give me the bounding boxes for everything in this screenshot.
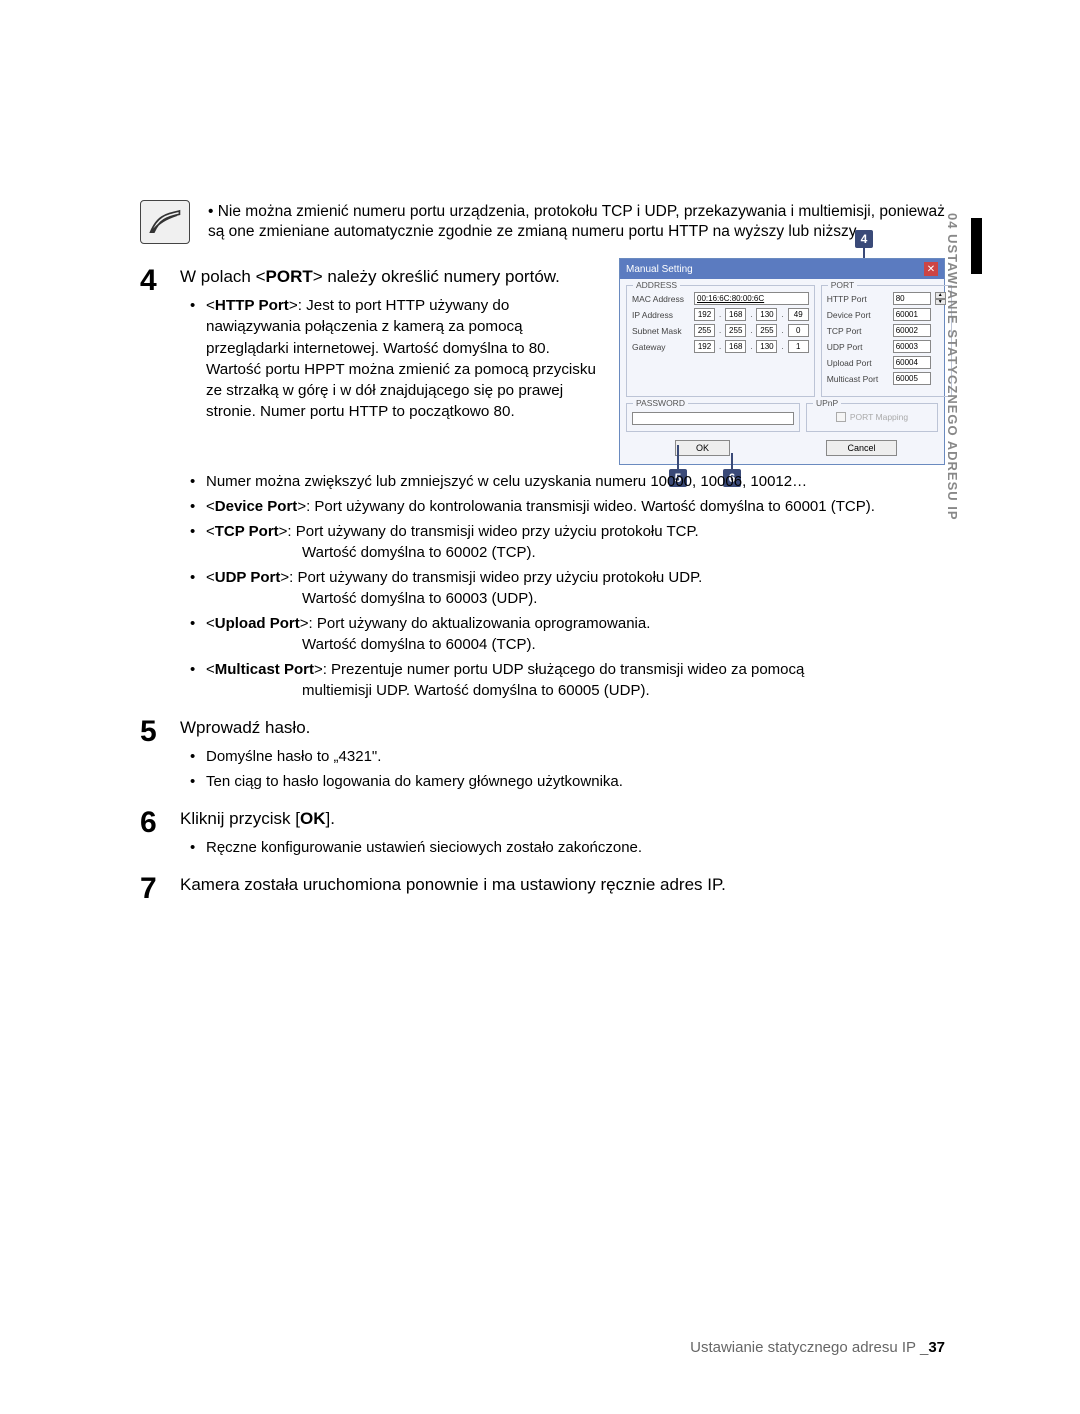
cancel-button[interactable]: Cancel [826, 440, 896, 456]
page-footer: Ustawianie statycznego adresu IP _37 [690, 1339, 945, 1356]
step-5-title: Wprowadź hasło. [180, 717, 945, 740]
tcp-port-bullet: <TCP Port>: Port używany do transmisji w… [206, 521, 945, 563]
step-6-title: Kliknij przycisk [OK]. [180, 808, 945, 831]
note-text: • Nie można zmienić numeru portu urządze… [208, 200, 945, 244]
callout-4: 4 [855, 230, 873, 248]
upload-port-bullet: <Upload Port>: Port używany do aktualizo… [206, 613, 945, 655]
step-4-number: 4 [140, 266, 168, 705]
ip-seg-1[interactable]: 192 [694, 308, 715, 321]
side-tab-marker [971, 218, 982, 274]
step-7-title: Kamera została uruchomiona ponownie i ma… [180, 874, 945, 897]
close-icon[interactable]: ✕ [924, 262, 938, 276]
manual-setting-dialog: Manual Setting ✕ ADDRESS MAC Address 00:… [619, 258, 945, 465]
address-legend: ADDRESS [633, 280, 680, 290]
password-input[interactable] [632, 412, 794, 425]
http-port-bullet: <HTTP Port>: Jest to port HTTP używany d… [206, 295, 605, 423]
dialog-title: Manual Setting [626, 264, 693, 275]
http-port-input[interactable]: 80 [893, 292, 931, 305]
device-port-bullet: <Device Port>: Port używany do kontrolow… [206, 496, 945, 517]
port-mapping-checkbox[interactable] [836, 412, 846, 422]
step-6-bullet-1: Ręczne konfigurowanie ustawień sieciowyc… [206, 837, 945, 858]
step-4-title: W polach <PORT> należy określić numery p… [180, 266, 605, 289]
ok-button[interactable]: OK [675, 440, 730, 456]
udp-port-bullet: <UDP Port>: Port używany do transmisji w… [206, 567, 945, 609]
step-6-number: 6 [140, 808, 168, 862]
step-5-bullet-2: Ten ciąg to hasło logowania do kamery gł… [206, 771, 945, 792]
mac-address-field[interactable]: 00:16:6C:80:00:6C [694, 292, 809, 305]
side-tab-label: 04 USTAWIANIE STATYCZNEGO ADRESU IP [945, 213, 960, 521]
step-5-bullet-1: Domyślne hasło to „4321". [206, 746, 945, 767]
step-5-number: 5 [140, 717, 168, 796]
step-7-number: 7 [140, 874, 168, 904]
note-icon [140, 200, 190, 244]
multicast-port-bullet: <Multicast Port>: Prezentuje numer portu… [206, 659, 945, 701]
port-legend: PORT [828, 280, 857, 290]
